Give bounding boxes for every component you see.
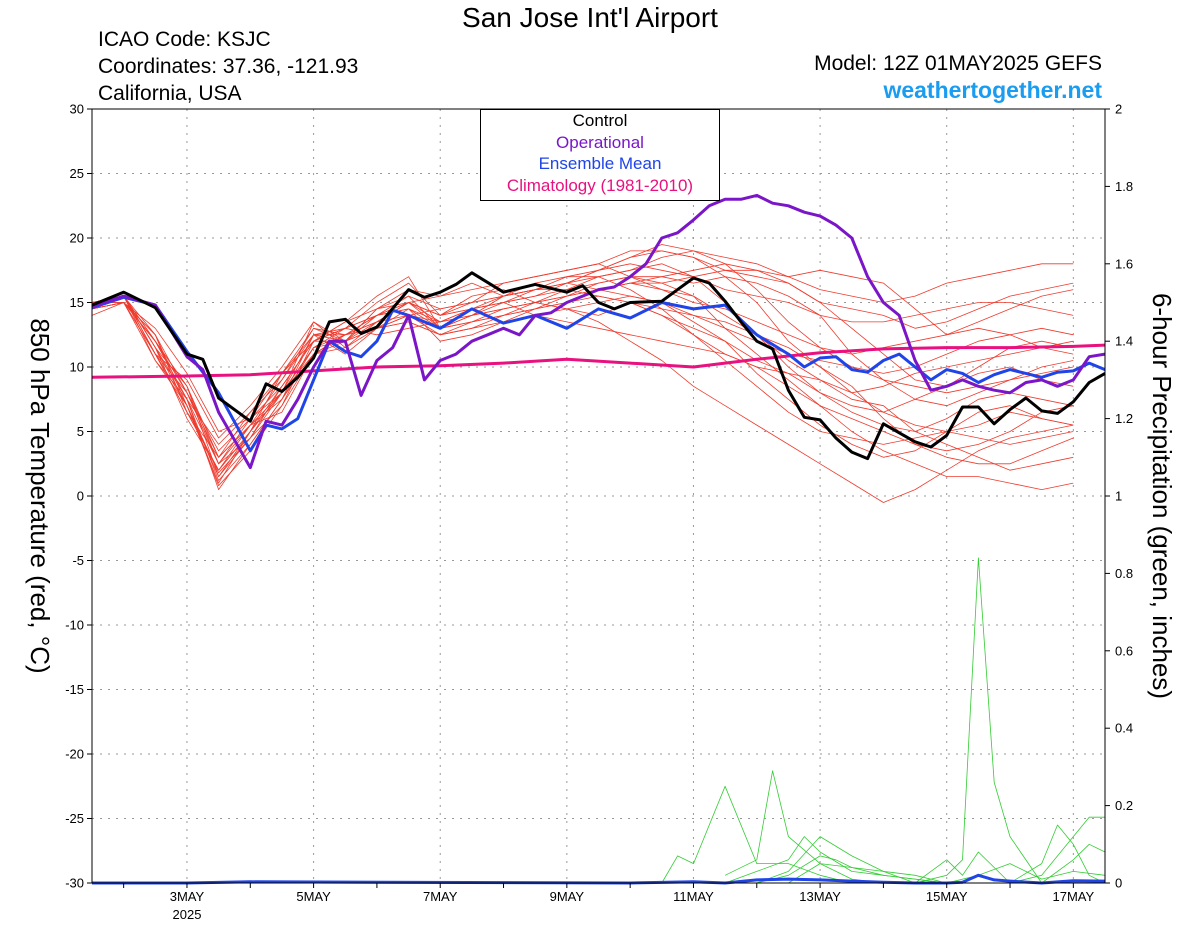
x-tick-label: 9MAY: [550, 889, 585, 904]
coordinates: Coordinates: 37.36, -121.93: [98, 55, 359, 78]
series-control: [91, 271, 1106, 461]
x-tick-label: 13MAY: [799, 889, 841, 904]
precip-member-line: [915, 557, 1043, 884]
y-left-tick-label: 5: [77, 424, 84, 439]
icao-code: ICAO Code: KSJC: [98, 28, 271, 51]
y-right-tick-label: 2: [1115, 102, 1122, 117]
y-left-tick-label: -5: [72, 553, 84, 568]
y-left-tick-label: 15: [70, 295, 84, 310]
y-left-label: 850 hPa Temperature (red, °C): [25, 318, 55, 673]
ensemble-member-line: [91, 295, 1074, 465]
y-right-tick-label: 0.8: [1115, 566, 1133, 581]
series-mean: [91, 295, 1106, 453]
main-series: [91, 193, 1106, 885]
axes: 302520151050-5-10-15-20-25-3021.81.61.41…: [65, 102, 1133, 923]
region: California, USA: [98, 82, 242, 105]
y-left-tick-label: 0: [77, 489, 84, 504]
y-left-tick-label: -20: [65, 747, 84, 762]
y-right-tick-label: 0.2: [1115, 798, 1133, 813]
legend-climatology: Climatology (1981-2010): [506, 175, 694, 195]
chart-grid: [92, 109, 1105, 883]
series-climo: [91, 343, 1106, 379]
legend-control: Control: [572, 111, 628, 130]
x-tick-label: 7MAY: [423, 889, 458, 904]
ensemble-member-line: [91, 250, 1074, 478]
y-left-tick-label: -25: [65, 811, 84, 826]
x-tick-label: 17MAY: [1053, 889, 1095, 904]
ensemble-member-line: [91, 263, 1074, 452]
model-run: Model: 12Z 01MAY2025 GEFS: [814, 52, 1102, 75]
y-right-tick-label: 1.2: [1115, 411, 1133, 426]
plot-frame: [91, 108, 1106, 884]
x-tick-label: 3MAY: [170, 889, 205, 904]
precip-member-line: [661, 785, 884, 884]
x-tick-label: 5MAY: [296, 889, 331, 904]
page-title: San Jose Int'l Airport: [462, 2, 718, 33]
y-right-tick-label: 1.6: [1115, 256, 1133, 271]
y-left-tick-label: 20: [70, 231, 84, 246]
legend-ensemble-mean: Ensemble Mean: [538, 154, 662, 173]
precip-member-line: [788, 863, 947, 884]
y-left-tick-label: -10: [65, 618, 84, 633]
precip-member-line: [756, 836, 916, 884]
y-left-tick-label: 10: [70, 360, 84, 375]
precip-member-line: [756, 855, 947, 884]
y-left-tick-label: -30: [65, 876, 84, 891]
ensemble-member-line: [91, 276, 1074, 491]
ensemble-member-line: [91, 295, 1074, 471]
brand-link[interactable]: weathertogether.net: [883, 77, 1102, 103]
ensemble-member-line: [91, 250, 1074, 458]
precip-member-line: [724, 770, 884, 884]
y-right-tick-label: 1.4: [1115, 334, 1133, 349]
y-right-tick-label: 0.6: [1115, 643, 1133, 658]
x-tick-year: 2025: [173, 907, 202, 922]
precip-members: [661, 557, 1106, 884]
y-left-tick-label: -15: [65, 682, 84, 697]
precip-member-line: [1009, 824, 1106, 884]
y-right-tick-label: 0.4: [1115, 721, 1133, 736]
series-operational: [91, 193, 1106, 470]
precip-member-line: [1041, 843, 1106, 884]
y-right-tick-label: 1: [1115, 489, 1122, 504]
y-right-tick-label: 0: [1115, 876, 1122, 891]
y-left-tick-label: 30: [70, 102, 84, 117]
y-left-tick-label: 25: [70, 166, 84, 181]
ensemble-member-line: [92, 263, 1074, 471]
precip-member-line: [1009, 816, 1105, 884]
series-mean_precip: [92, 873, 1106, 885]
ensemble-member-line: [91, 295, 1074, 503]
legend-operational: Operational: [556, 132, 644, 152]
y-right-tick-label: 1.8: [1115, 179, 1133, 194]
x-tick-label: 15MAY: [926, 889, 968, 904]
precip-member-line: [914, 851, 1011, 884]
x-tick-label: 11MAY: [673, 889, 714, 904]
y-right-label: 6-hour Precipitation (green, inches): [1147, 293, 1177, 699]
chart-legend: Control Operational Ensemble Mean Climat…: [480, 109, 720, 201]
